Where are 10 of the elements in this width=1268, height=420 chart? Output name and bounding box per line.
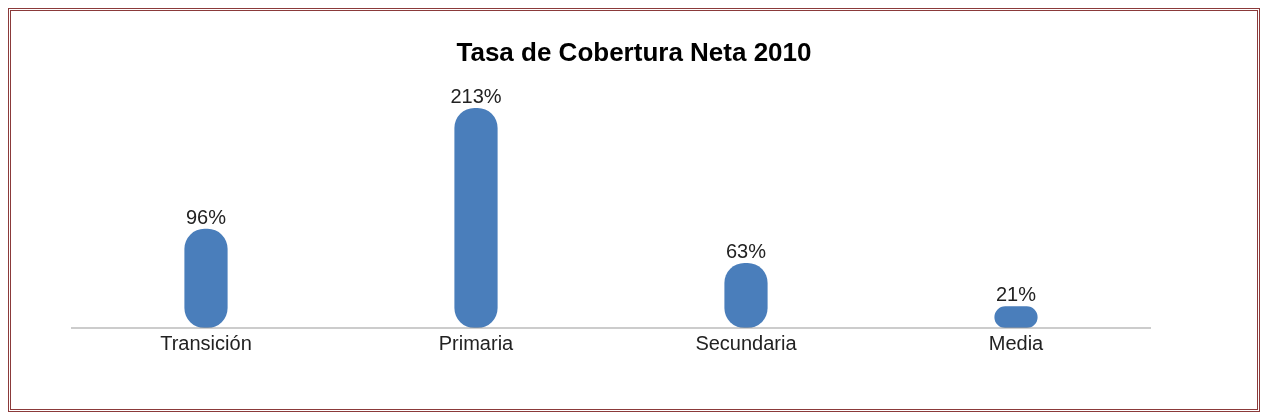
x-tick-label: Primaria [438,332,515,355]
x-tick-label: Transición [160,332,252,355]
chart-title: Tasa de Cobertura Neta 2010 [455,37,813,68]
data-label: 63% [725,239,767,262]
bar [454,108,498,328]
data-label: 21% [995,283,1037,306]
data-label: 213% [450,85,502,107]
x-tick-label: Secundaria [695,332,798,355]
x-tick-label: Media [988,332,1045,355]
data-label: 96% [185,205,227,228]
